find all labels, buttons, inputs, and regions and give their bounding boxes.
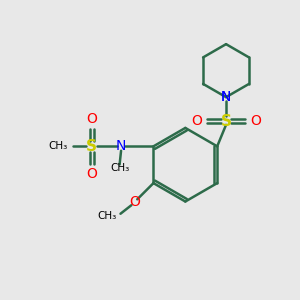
Text: CH₃: CH₃ (98, 211, 117, 220)
Text: N: N (221, 90, 231, 104)
Text: O: O (250, 114, 261, 128)
Text: S: S (86, 139, 97, 154)
Text: N: N (221, 90, 231, 104)
Text: N: N (116, 139, 126, 153)
Text: S: S (220, 114, 232, 129)
Text: O: O (86, 167, 97, 181)
Text: CH₃: CH₃ (110, 163, 129, 172)
Text: O: O (86, 112, 97, 126)
Text: O: O (129, 195, 140, 209)
Text: CH₃: CH₃ (49, 141, 68, 151)
Text: O: O (191, 114, 202, 128)
